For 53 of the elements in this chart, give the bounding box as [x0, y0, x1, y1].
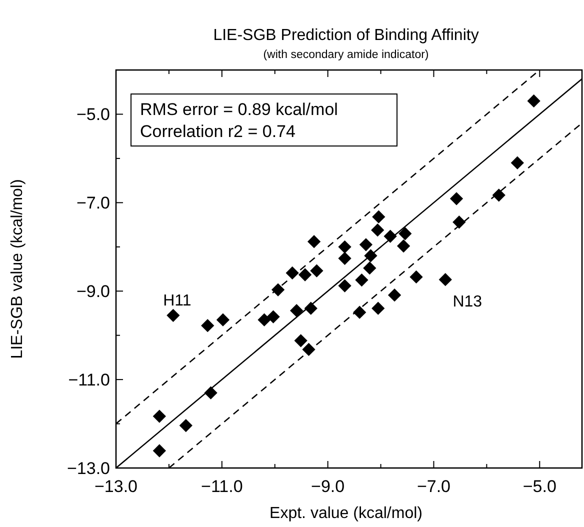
point — [216, 313, 230, 326]
x-tick-label: −9.0 — [311, 477, 345, 496]
x-tick-label: −5.0 — [522, 477, 556, 496]
annotation: N13 — [452, 294, 482, 311]
x-tick-label: −7.0 — [416, 477, 451, 496]
point — [310, 264, 324, 278]
point — [410, 270, 423, 284]
point — [152, 444, 166, 458]
point — [338, 279, 352, 292]
y-tick-label: −11.0 — [68, 370, 110, 390]
point — [492, 188, 506, 202]
y-tick-label: −7.0 — [76, 194, 110, 213]
point — [258, 313, 271, 326]
point — [298, 268, 312, 282]
chart-title: LIE-SGB Prediction of Binding Affinity — [213, 27, 479, 44]
point — [452, 216, 466, 229]
point — [201, 319, 214, 332]
point — [364, 249, 378, 262]
x-tick-label: −11.0 — [201, 477, 243, 496]
point — [398, 227, 412, 240]
y-tick-label: −13.0 — [66, 458, 110, 478]
point — [152, 410, 166, 423]
annotation: RMS error = 0.89 kcal/mol — [140, 100, 338, 119]
point — [338, 240, 352, 254]
point — [372, 302, 385, 315]
point — [166, 308, 180, 322]
point — [294, 334, 308, 348]
point — [388, 288, 402, 302]
annotation: Correlation r2 = 0.74 — [140, 122, 296, 141]
y-axis-title: LIE-SGB value (kcal/mol) — [9, 179, 26, 359]
point — [450, 192, 464, 206]
x-axis-title: Expt. value (kcal/mol) — [270, 505, 422, 522]
point — [438, 273, 452, 286]
chart-subtitle: (with secondary amide indicator) — [263, 49, 429, 61]
point — [355, 273, 368, 287]
point — [396, 239, 410, 253]
point — [271, 283, 285, 296]
point — [363, 262, 376, 275]
x-tick-label: −13.0 — [94, 477, 138, 496]
point — [371, 224, 384, 237]
point — [290, 304, 304, 318]
annotation: H11 — [163, 292, 192, 310]
text-box: RMS error = 0.89 kcal/mol Correlation r2 = 0.74 — [130, 94, 398, 146]
point — [527, 94, 540, 108]
point — [338, 252, 352, 265]
point — [179, 418, 192, 432]
point — [266, 310, 280, 324]
point — [359, 238, 373, 252]
point — [307, 235, 321, 248]
point — [372, 210, 386, 224]
y-tick-label: −9.0 — [76, 282, 110, 302]
y-tick-label: −5.0 — [76, 105, 110, 124]
point — [510, 156, 524, 170]
